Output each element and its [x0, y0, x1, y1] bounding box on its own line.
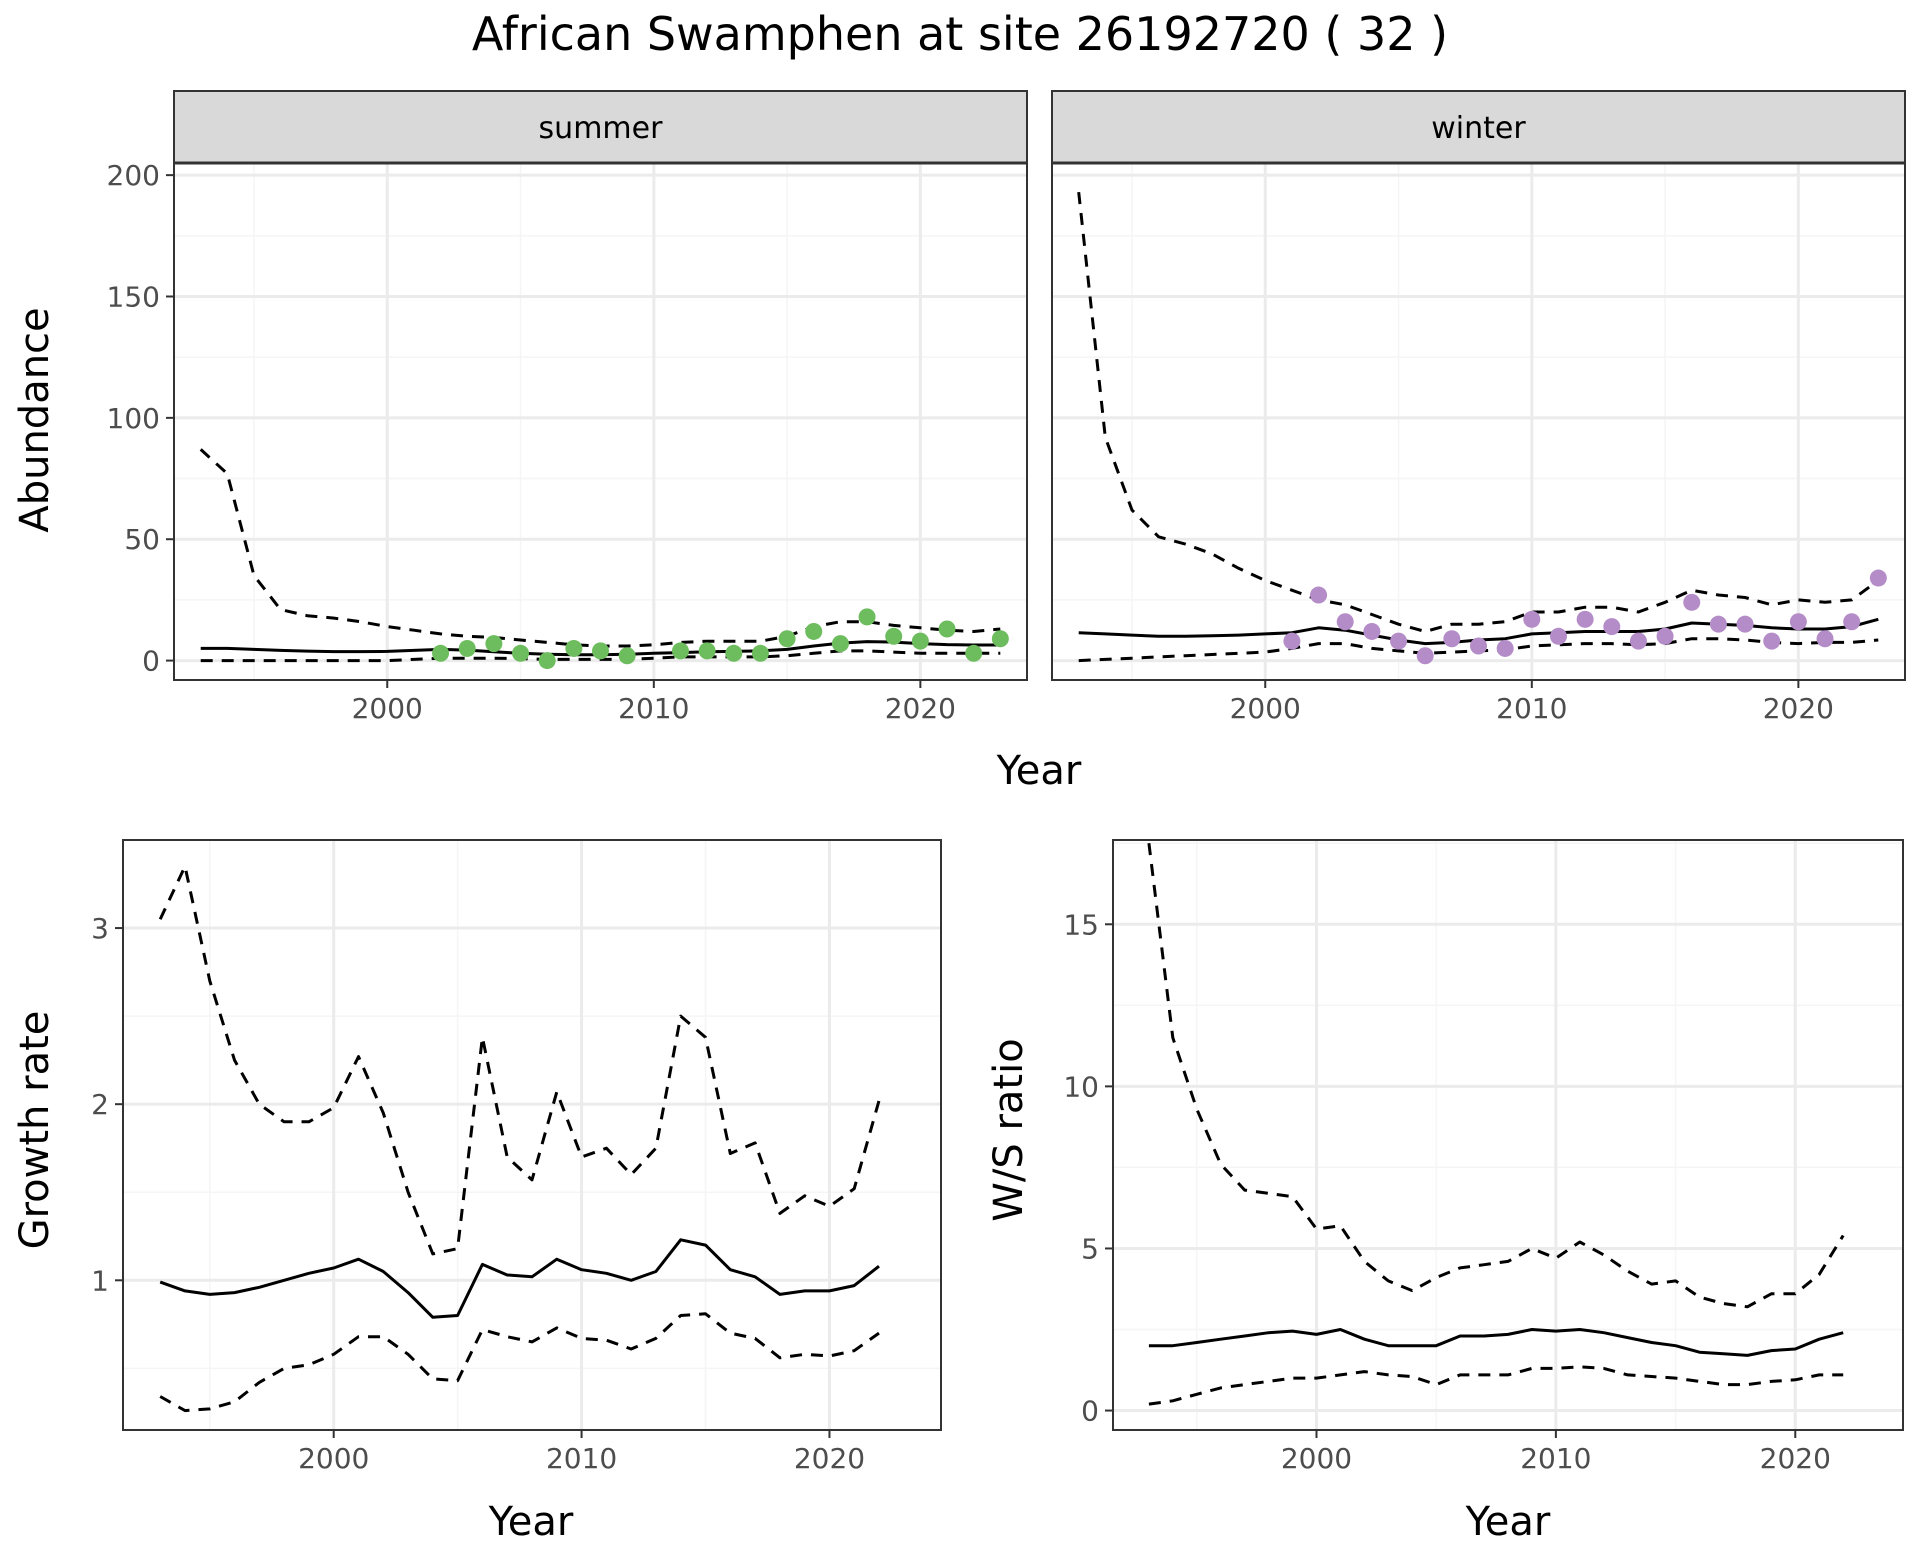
ws-ratio-panel: 2000 2010 2020 0 5 10 15 — [1063, 839, 1904, 1475]
observed-point — [485, 635, 503, 653]
observed-point — [751, 644, 769, 662]
observed-point — [1549, 627, 1567, 645]
growth-rate-y-axis-label: Growth rate — [12, 1011, 58, 1250]
abundance-x-axis-label: Year — [996, 748, 1082, 794]
observed-point — [1843, 613, 1861, 631]
x-tick-label: 2000 — [352, 692, 423, 725]
observed-point — [1869, 569, 1887, 587]
ws-ratio-y-axis-label: W/S ratio — [986, 1038, 1032, 1221]
figure-title: African Swamphen at site 26192720 ( 32 ) — [472, 7, 1448, 61]
winter-abundance-panel: winter 2000 2010 2020 — [1051, 90, 1906, 725]
x-tick-label: 2010 — [618, 692, 689, 725]
observed-point — [858, 608, 876, 626]
observed-point — [1470, 637, 1487, 655]
observed-point — [1363, 622, 1381, 640]
panel-border — [1112, 839, 1904, 1431]
y-tick-label: 100 — [107, 402, 160, 435]
x-tick-label: 2020 — [1763, 692, 1834, 725]
y-tick-label: 2 — [91, 1088, 109, 1121]
x-tick-label: 2000 — [1281, 1442, 1352, 1475]
y-tick-label: 0 — [1081, 1395, 1099, 1428]
observed-point — [725, 644, 743, 662]
observed-point — [565, 639, 583, 657]
observed-point — [991, 630, 1009, 648]
observed-point — [1629, 632, 1647, 650]
observed-point — [1576, 610, 1594, 628]
facet-strip — [173, 90, 1028, 164]
series-line-lower — [200, 649, 1001, 663]
series-line-upper — [158, 864, 881, 1256]
series-line-lower — [159, 1312, 880, 1413]
series-line-upper — [1147, 843, 1845, 1309]
observed-point — [1283, 632, 1301, 650]
series-line-estimate — [1148, 1328, 1844, 1357]
y-tick-label: 3 — [91, 912, 109, 945]
observed-point — [1603, 618, 1621, 636]
y-tick-label: 50 — [124, 523, 160, 556]
facet-strip-label: winter — [1431, 111, 1526, 146]
observed-point — [671, 642, 689, 660]
observed-point — [1763, 632, 1781, 650]
x-tick-label: 2010 — [1520, 1442, 1591, 1475]
facet-strip-label: summer — [539, 111, 664, 146]
observed-point — [911, 632, 929, 650]
x-tick-label: 2000 — [1230, 692, 1301, 725]
observed-point — [831, 635, 849, 653]
y-tick-label: 5 — [1081, 1232, 1099, 1265]
panel-border — [122, 839, 942, 1431]
observed-point — [1416, 647, 1434, 665]
x-tick-label: 2010 — [1496, 692, 1567, 725]
observed-point — [1523, 610, 1541, 628]
ws-ratio-x-axis-label: Year — [1465, 1499, 1551, 1545]
y-tick-label: 150 — [107, 280, 160, 313]
y-tick-label: 10 — [1063, 1070, 1099, 1103]
observed-point — [1310, 586, 1328, 604]
observed-point — [1709, 615, 1727, 633]
observed-point — [1336, 613, 1354, 631]
abundance-y-axis-label: Abundance — [12, 307, 58, 532]
observed-point — [1390, 632, 1408, 650]
series-line-upper — [1077, 191, 1880, 633]
observed-point — [1736, 615, 1754, 633]
observed-point — [1789, 613, 1807, 631]
y-tick-label: 0 — [142, 645, 160, 678]
observed-point — [1683, 593, 1701, 611]
y-tick-label: 200 — [107, 159, 160, 192]
series-line-estimate — [159, 1238, 880, 1319]
observed-point — [1443, 630, 1461, 648]
summer-abundance-panel: summer 2000 2010 2020 0 50 100 150 200 — [107, 90, 1028, 725]
x-tick-label: 2010 — [546, 1442, 617, 1475]
observed-point — [458, 639, 476, 657]
observed-point — [512, 644, 530, 662]
observed-point — [938, 620, 956, 638]
growth-rate-panel: 2000 2010 2020 1 2 3 — [91, 839, 942, 1475]
observed-point — [965, 644, 983, 662]
observed-point — [432, 644, 450, 662]
x-tick-label: 2020 — [794, 1442, 865, 1475]
observed-point — [805, 622, 823, 640]
x-tick-label: 2020 — [1760, 1442, 1831, 1475]
x-tick-label: 2020 — [885, 692, 956, 725]
observed-point — [538, 652, 556, 670]
observed-point — [778, 630, 796, 648]
observed-point — [1496, 639, 1514, 657]
y-tick-label: 15 — [1063, 908, 1099, 941]
observed-point — [592, 642, 609, 660]
observed-point — [618, 647, 636, 665]
observed-point — [1656, 627, 1674, 645]
observed-point — [885, 627, 903, 645]
observed-point — [698, 642, 716, 660]
y-tick-label: 1 — [91, 1264, 109, 1297]
facet-strip — [1051, 90, 1906, 164]
growth-rate-x-axis-label: Year — [488, 1499, 574, 1545]
x-tick-label: 2000 — [298, 1442, 369, 1475]
observed-point — [1816, 630, 1834, 648]
